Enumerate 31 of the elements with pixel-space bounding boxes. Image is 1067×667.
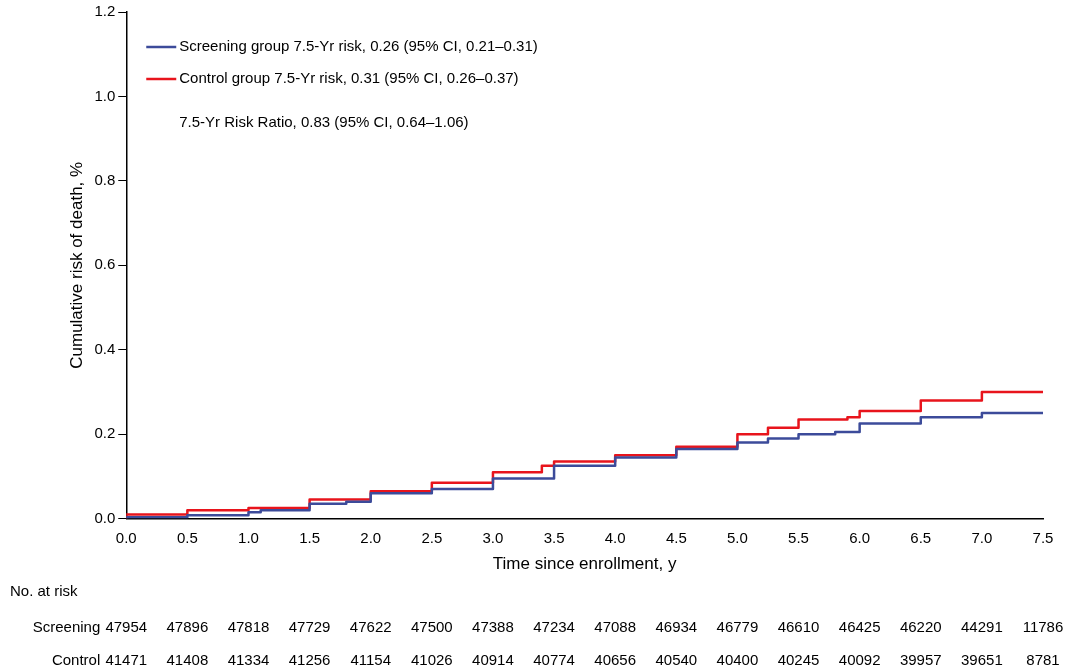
y-tick-label: 1.0	[94, 86, 116, 104]
x-tick-label: 3.0	[482, 528, 504, 546]
text: Control 41471 41408 41334 41256 41154 41026 40914 40774 40656 40540 40400 40245 40092 39957 39651 8781	[51, 651, 1060, 667]
x-tick-label: 3.5	[543, 528, 565, 546]
x-tick-label: 5.0	[726, 528, 748, 546]
annotation: 7.5-Yr Risk Ratio, 0.83 (95% CI, 0.64–1.06)	[179, 113, 469, 131]
x-tick-label: 5.5	[788, 528, 809, 546]
y-tick-label: 0.0	[94, 508, 116, 526]
x-tick-label: 7.0	[971, 528, 993, 546]
x-tick-label: 6.0	[849, 528, 871, 546]
x-tick-label: 1.5	[299, 528, 321, 546]
legend-label: Control group 7.5-Yr risk, 0.31 (95% CI, 0.26–0.37)	[179, 69, 519, 87]
x-tick-label: 2.0	[360, 528, 382, 546]
x-tick-label: 4.0	[604, 528, 626, 546]
x-tick-label: 6.5	[910, 528, 932, 546]
x-axis-title: Time since enrollment, y	[492, 554, 677, 574]
x-tick-label: 0.5	[176, 528, 198, 546]
y-tick-label: 0.6	[94, 255, 116, 273]
y-axis-title: Cumulative risk of death, %	[66, 161, 86, 369]
y-tick-label: 0.8	[94, 171, 116, 189]
y-tick-label: 1.2	[94, 2, 116, 20]
x-tick-label: 0.0	[115, 528, 137, 546]
y-tick-label: 0.2	[94, 424, 116, 442]
x-tick-label: 4.5	[665, 528, 687, 546]
x-tick-label: 2.5	[421, 528, 443, 546]
y-tick-label: 0.4	[94, 339, 116, 357]
text: Screening 47954 47896 47818 47729 47622 47500 47388 47234 47088 46934 46779 46610 46425 46220 44291 11786	[32, 618, 1064, 636]
x-tick-label: 1.0	[238, 528, 259, 546]
text: No. at risk	[10, 582, 79, 600]
legend-label: Screening group 7.5-Yr risk, 0.26 (95% CI, 0.21–0.31)	[179, 37, 538, 55]
x-tick-label: 7.5	[1032, 528, 1054, 546]
